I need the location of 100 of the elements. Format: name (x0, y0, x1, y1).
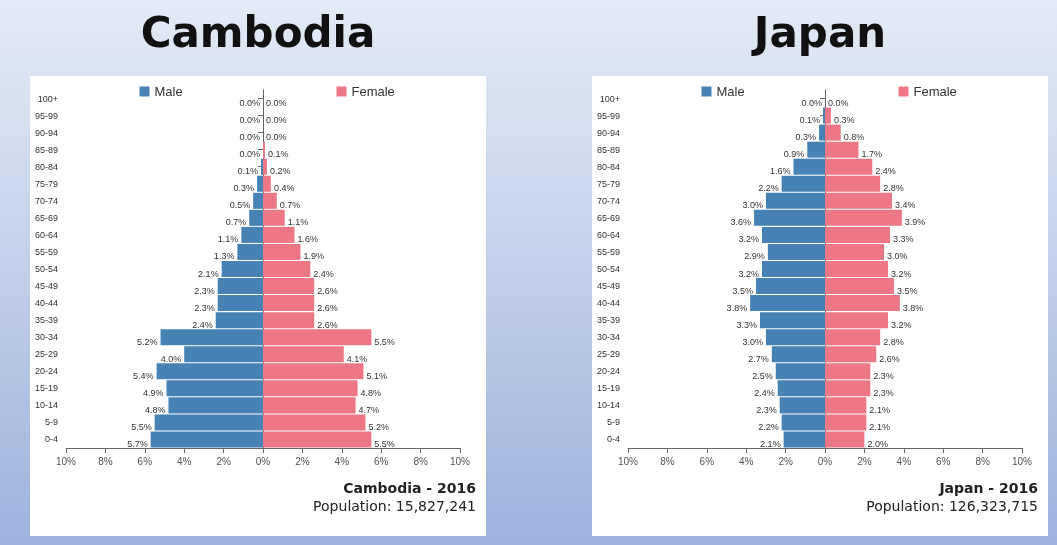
data-label: 1.6% (769, 166, 791, 177)
y-tick-label: 0-4 (44, 434, 58, 445)
y-tick-label: 90-94 (596, 127, 620, 138)
data-label: 0.1% (237, 166, 259, 177)
data-label: 3.4% (894, 200, 916, 211)
data-label: 5.2% (137, 336, 158, 347)
data-label: 4.9% (142, 387, 164, 398)
x-tick-label: 10% (449, 455, 471, 467)
y-tick-label: 20-24 (596, 366, 620, 377)
data-label: 2.6% (317, 302, 338, 313)
y-tick-label: 85-89 (34, 144, 58, 155)
y-tick-label: 100+ (37, 93, 58, 104)
y-tick-label: 30-34 (596, 332, 620, 343)
data-label: 2.3% (194, 302, 215, 313)
x-tick-label: 8% (413, 455, 428, 467)
data-label: 3.6% (730, 217, 752, 228)
data-label: 3.2% (738, 268, 759, 279)
y-tick-label: 65-69 (34, 212, 58, 223)
x-tick-label: 2% (857, 455, 872, 467)
x-tick-label: 10% (55, 455, 77, 467)
data-label: 2.6% (879, 353, 900, 364)
data-label: 3.3% (736, 319, 757, 330)
data-label: 2.8% (883, 336, 904, 347)
data-label: 2.5% (752, 370, 773, 381)
data-label: 1.1% (287, 217, 309, 228)
data-label: 0.9% (783, 149, 805, 160)
data-label: 2.1% (198, 268, 219, 279)
legend-label: Male (716, 84, 745, 99)
y-tick-label: 40-44 (596, 298, 620, 309)
x-tick-label: 4% (334, 455, 350, 467)
y-tick-label: 45-49 (34, 281, 58, 292)
data-label: 4.8% (144, 404, 166, 415)
x-tick-label: 4% (176, 455, 192, 467)
data-label: 3.5% (732, 285, 754, 296)
x-tick-label: 10% (617, 455, 639, 467)
data-label: 2.3% (873, 387, 894, 398)
data-label: 0.0% (239, 149, 260, 160)
data-label: 2.4% (313, 268, 334, 279)
y-tick-label: 85-89 (596, 144, 620, 155)
data-label: 2.0% (867, 438, 888, 449)
data-label: 3.0% (742, 336, 763, 347)
y-tick-label: 75-79 (34, 178, 58, 189)
data-label: 2.4% (875, 166, 896, 177)
data-label: 2.6% (317, 319, 338, 330)
data-label: 0.2% (269, 166, 291, 177)
y-tick-label: 15-19 (34, 383, 58, 394)
y-tick-label: 60-64 (34, 229, 58, 240)
y-tick-label: 15-19 (596, 383, 620, 394)
y-tick-label: 35-39 (596, 315, 620, 326)
text: Japan - 2016 (939, 480, 1038, 496)
data-label: 5.2% (368, 421, 389, 432)
y-tick-label: 25-29 (596, 349, 620, 360)
y-tick-label: 35-39 (34, 315, 58, 326)
data-label: 2.7% (748, 353, 769, 364)
y-tick-label: 70-74 (596, 195, 620, 206)
data-label: 1.3% (213, 251, 235, 262)
data-label: 1.6% (297, 234, 319, 245)
data-label: 0.7% (279, 200, 301, 211)
y-tick-label: 80-84 (34, 161, 58, 172)
data-label: 3.2% (891, 268, 912, 279)
y-tick-label: 95-99 (596, 110, 620, 121)
data-label: 2.2% (758, 183, 779, 194)
y-tick-label: 10-14 (34, 400, 58, 411)
x-tick-label: 10% (1011, 455, 1033, 467)
y-tick-label: 45-49 (596, 281, 620, 292)
data-label: 0.0% (266, 132, 287, 143)
data-label: 5.1% (366, 370, 387, 381)
data-label: 0.0% (828, 98, 849, 109)
data-label: 2.3% (873, 370, 894, 381)
x-tick-label: 2% (216, 455, 231, 467)
data-label: 3.3% (893, 234, 914, 245)
data-label: 4.7% (358, 404, 380, 415)
text: Population: 15,827,241 (313, 498, 476, 514)
data-label: 3.2% (738, 234, 759, 245)
x-tick-label: 6% (137, 455, 153, 467)
y-tick-label: 20-24 (34, 366, 58, 377)
x-tick-label: 0% (255, 455, 271, 467)
y-tick-label: 55-59 (596, 246, 620, 257)
text: Population: 126,323,715 (866, 498, 1038, 514)
data-label: 2.2% (758, 421, 779, 432)
data-label: 1.9% (303, 251, 324, 262)
data-label: 2.3% (756, 404, 777, 415)
data-label: 2.3% (194, 285, 215, 296)
x-tick-label: 0% (817, 455, 833, 467)
data-label: 0.0% (266, 98, 287, 109)
data-label: 5.4% (133, 370, 154, 381)
data-label: 2.1% (869, 421, 890, 432)
x-tick-label: 8% (975, 455, 990, 467)
data-label: 0.0% (239, 115, 260, 126)
data-label: 5.5% (131, 421, 152, 432)
data-label: 5.5% (374, 438, 395, 449)
data-label: 3.2% (891, 319, 912, 330)
data-label: 3.8% (902, 302, 924, 313)
y-tick-label: 60-64 (596, 229, 620, 240)
data-label: 0.5% (229, 200, 251, 211)
y-tick-label: 65-69 (596, 212, 620, 223)
data-label: 0.8% (843, 132, 865, 143)
legend-label: Male (154, 84, 183, 99)
data-label: 3.8% (726, 302, 748, 313)
data-label: 0.0% (266, 115, 287, 126)
